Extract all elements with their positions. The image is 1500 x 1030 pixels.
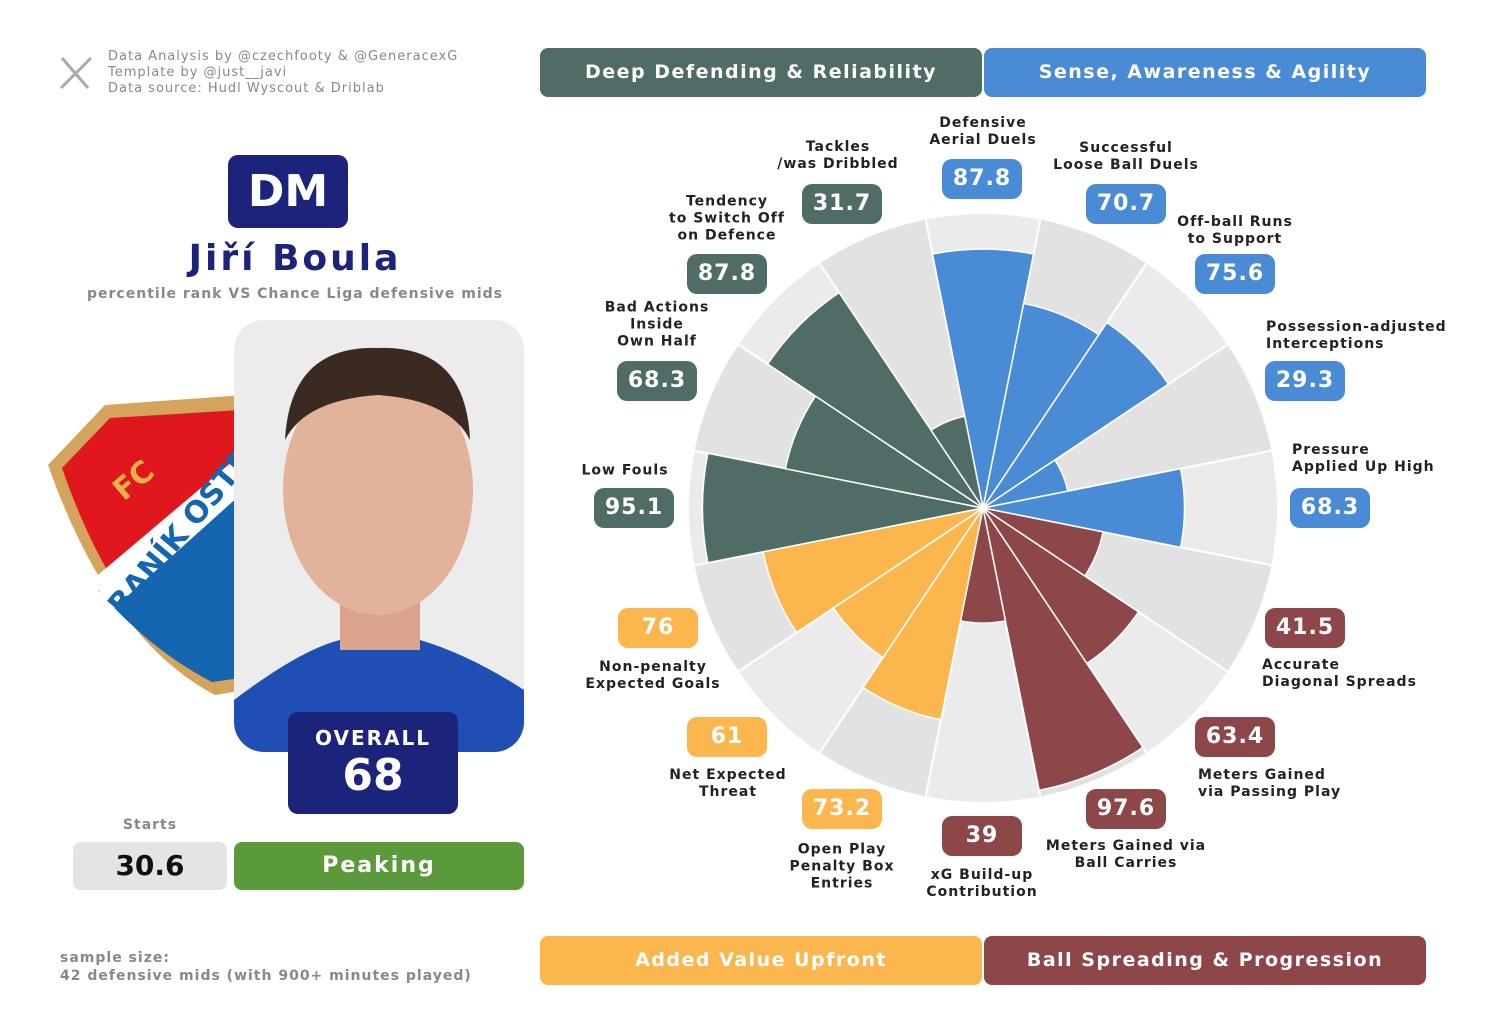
player-name: Jiří Boula xyxy=(188,238,402,279)
slice xyxy=(930,415,984,509)
slice xyxy=(982,321,1170,509)
value-label: 29.3 xyxy=(1265,361,1345,401)
subtitle: percentile rank VS Chance Liga defensive… xyxy=(87,286,503,302)
credit-line: Data source: Hudl Wyscout & Driblab xyxy=(108,81,385,96)
sample-line: sample size: xyxy=(60,950,170,966)
group-header: Deep Defending & Reliability xyxy=(540,48,982,97)
position: DM xyxy=(247,166,329,217)
group-header: Added Value Upfront xyxy=(540,936,982,985)
credit-line: Template by @just__javi xyxy=(108,65,288,80)
player-photo xyxy=(234,320,524,752)
category-label: Accurate Diagonal Spreads xyxy=(1262,657,1417,690)
category-label: Bad Actions Inside Own Half xyxy=(604,299,710,350)
category-label: Off-ball Runs to Support xyxy=(1177,214,1293,247)
slice-background xyxy=(924,507,1042,804)
value-label: 87.8 xyxy=(687,254,767,294)
starts-label: Starts xyxy=(122,817,178,833)
value-label: 73.2 xyxy=(802,789,882,829)
sample-line: 42 defensive mids (with 900+ minutes pla… xyxy=(60,968,472,984)
value-label: 75.6 xyxy=(1195,254,1275,294)
position-badge xyxy=(228,155,348,228)
value-label: 39 xyxy=(942,816,1022,856)
value-label: 68.3 xyxy=(617,361,697,401)
slice xyxy=(982,467,1186,549)
overall-box xyxy=(288,712,458,814)
category-label: Net Expected Threat xyxy=(669,767,787,800)
category-label: Defensive Aerial Duels xyxy=(929,115,1037,148)
slice xyxy=(982,507,1145,792)
overall-label: OVERALL xyxy=(315,726,431,750)
category-label: Non-penalty Expected Goals xyxy=(585,659,721,692)
group-header: Sense, Awareness & Agility xyxy=(984,48,1426,97)
category-label: Pressure Applied Up High xyxy=(1292,442,1435,475)
starts-value: 30.6 xyxy=(115,849,185,882)
value-label: 41.5 xyxy=(1265,608,1345,648)
value-label: 87.8 xyxy=(942,159,1022,199)
category-label: Possession-adjusted Interceptions xyxy=(1266,319,1447,352)
slice xyxy=(766,291,984,509)
value-label: 68.3 xyxy=(1290,488,1370,528)
sample-size: sample size: 42 defensive mids (with 900… xyxy=(60,949,472,985)
category-label: Low Fouls xyxy=(581,462,669,479)
starts-box xyxy=(73,842,227,890)
category-label: Meters Gained via Passing Play xyxy=(1198,767,1342,800)
status-box xyxy=(234,842,524,890)
category-label: Tendency to Switch Off on Defence xyxy=(669,193,785,244)
credits: Data Analysis by @czechfooty & @Generace… xyxy=(108,49,458,97)
overall-value: 68 xyxy=(342,750,404,801)
slice xyxy=(861,507,984,721)
status: Peaking xyxy=(322,853,436,878)
value-label: 61 xyxy=(687,717,767,757)
slice xyxy=(701,452,984,564)
group-header: Ball Spreading & Progression xyxy=(984,936,1426,985)
slice xyxy=(931,248,1035,509)
category-label: xG Build-up Contribution xyxy=(926,867,1038,900)
credit-line: Data Analysis by @czechfooty & @Generace… xyxy=(108,49,459,64)
value-label: 63.4 xyxy=(1195,717,1275,757)
category-label: Meters Gained via Ball Carries xyxy=(1045,838,1207,871)
value-label: 31.7 xyxy=(802,184,882,224)
category-label: Successful Loose Ball Duels xyxy=(1053,140,1199,173)
value-label: 97.6 xyxy=(1086,789,1166,829)
value-label: 95.1 xyxy=(594,488,674,528)
value-label: 70.7 xyxy=(1086,184,1166,224)
x-logo xyxy=(59,56,93,90)
category-label: Open Play Penalty Box Entries xyxy=(789,841,895,892)
category-label: Tackles /was Dribbled xyxy=(777,139,899,172)
value-label: 76 xyxy=(618,608,698,648)
